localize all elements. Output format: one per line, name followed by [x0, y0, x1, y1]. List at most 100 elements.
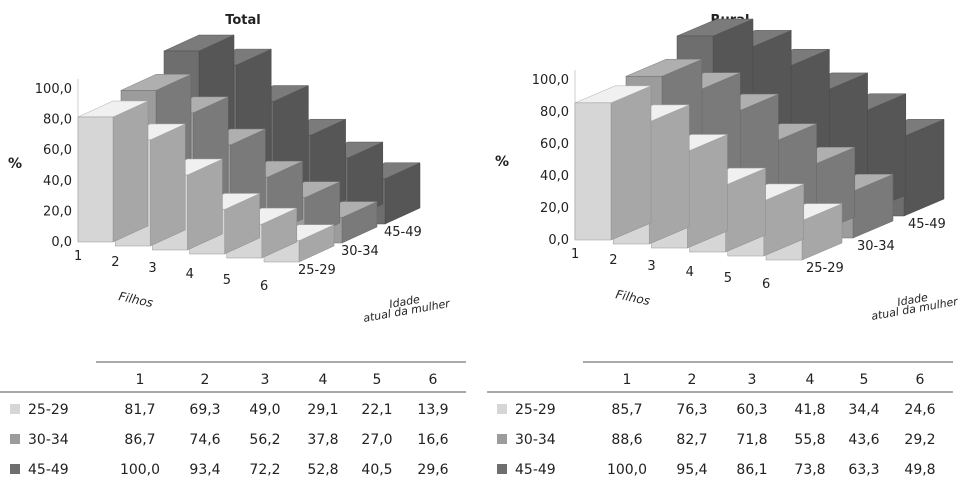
y-tick-label: 80,0 [540, 105, 569, 120]
bar-side-face [687, 134, 728, 249]
table-cell: 29,1 [307, 402, 338, 418]
y-tick-label: 100,0 [532, 73, 569, 88]
y-tick-label: 60,0 [540, 137, 569, 152]
table-header-cell: 5 [373, 372, 382, 388]
y-axis-label: % [495, 154, 509, 170]
table-cell: 88,6 [611, 432, 642, 448]
x-tick-label: 6 [762, 277, 770, 292]
table-header-cell: 3 [748, 372, 757, 388]
table-header-cell: 1 [136, 372, 145, 388]
table-header-cell: 4 [319, 372, 328, 388]
bar-front-face [77, 116, 114, 243]
table-header-cell: 3 [261, 372, 270, 388]
bar-25-29-1 [77, 100, 149, 243]
chart-panel-total: Total 0,0 20,0 40,0 60,0 80,0 100,0% 1 2 3 4 5 6 Filh… [0, 0, 487, 491]
x-tick-label: 1 [571, 247, 579, 262]
table-cell: 24,6 [904, 402, 935, 418]
y-tick-label: 100,0 [35, 82, 72, 97]
x-tick-label: 2 [609, 253, 617, 268]
table-cell: 71,8 [736, 432, 767, 448]
y-tick-label: 0,0 [51, 235, 72, 250]
table-cell: 100,0 [120, 462, 160, 478]
table-cell: 29,6 [417, 462, 448, 478]
table-cell: 85,7 [611, 402, 642, 418]
y-axis-label: % [8, 156, 22, 172]
x-tick-label: 1 [74, 249, 82, 264]
x-tick-label: 6 [260, 279, 268, 294]
chart-title: Total [225, 13, 261, 28]
table-header-cell: 1 [623, 372, 632, 388]
table-cell: 82,7 [676, 432, 707, 448]
bar-side-face [648, 104, 690, 245]
table-row-label: 45-49 [515, 462, 556, 478]
chart-panel-rural: Rural0,020,040,060,080,0100,0%123456Filh… [487, 0, 974, 491]
legend-swatch [497, 464, 507, 474]
table-header-cell: 2 [201, 372, 210, 388]
table-cell: 81,7 [124, 402, 155, 418]
table-header-cell: 4 [806, 372, 815, 388]
table-cell: 86,7 [124, 432, 155, 448]
bar-side-face [112, 100, 149, 243]
table-cell: 37,8 [307, 432, 338, 448]
y-tick-label: 0,0 [548, 233, 569, 248]
table-cell: 55,8 [794, 432, 825, 448]
y-tick-label: 80,0 [43, 113, 72, 128]
depth-tick-label: 25-29 [298, 263, 336, 278]
x-tick-label: 3 [148, 261, 156, 276]
depth-tick-label: 45-49 [908, 217, 946, 232]
table-header-cell: 6 [429, 372, 438, 388]
table-cell: 63,3 [848, 462, 879, 478]
table-header-cell: 2 [688, 372, 697, 388]
table-cell: 73,8 [794, 462, 825, 478]
table-cell: 34,4 [848, 402, 879, 418]
x-tick-label: 5 [223, 273, 231, 288]
table-cell: 60,3 [736, 402, 767, 418]
table-cell: 27,0 [361, 432, 392, 448]
x-tick-label: 2 [111, 255, 119, 270]
table-cell: 86,1 [736, 462, 767, 478]
table-cell: 76,3 [676, 402, 707, 418]
table-cell: 16,6 [417, 432, 448, 448]
legend-swatch [10, 464, 20, 474]
depth-tick-label: 45-49 [384, 225, 422, 240]
table-row-label: 30-34 [28, 432, 69, 448]
table-row-label: 30-34 [515, 432, 556, 448]
x-tick-label: 5 [724, 271, 732, 286]
table-cell: 49,8 [904, 462, 935, 478]
x-axis-label: Filhos [117, 289, 154, 310]
legend-swatch [497, 404, 507, 414]
depth-tick-label: 30-34 [857, 239, 895, 254]
y-tick-label: 20,0 [540, 201, 569, 216]
legend-swatch [10, 434, 20, 444]
table-row-label: 45-49 [28, 462, 69, 478]
x-axis-label: Filhos [614, 287, 651, 308]
depth-axis-label-1: Idade [896, 291, 929, 309]
table-header-cell: 5 [860, 372, 869, 388]
table-cell: 95,4 [676, 462, 707, 478]
table-cell: 41,8 [794, 402, 825, 418]
x-tick-label: 4 [686, 265, 694, 280]
table-cell: 13,9 [417, 402, 448, 418]
y-tick-label: 60,0 [43, 143, 72, 158]
y-tick-label: 40,0 [540, 169, 569, 184]
x-tick-label: 3 [647, 259, 655, 274]
chart-rural: Rural0,020,040,060,080,0100,0%123456Filh… [487, 13, 960, 478]
table-cell: 29,2 [904, 432, 935, 448]
table-row-label: 25-29 [28, 402, 69, 418]
table-cell: 69,3 [189, 402, 220, 418]
depth-tick-label: 25-29 [806, 261, 844, 276]
bar-side-face [610, 85, 652, 241]
table-header-cell: 6 [916, 372, 925, 388]
table-row-label: 25-29 [515, 402, 556, 418]
table-cell: 22,1 [361, 402, 392, 418]
depth-tick-label: 30-34 [341, 244, 379, 259]
table-cell: 72,2 [249, 462, 280, 478]
chart-total: Total 0,0 20,0 40,0 60,0 80,0 100,0% 1 2 3 4 5 6 Filh… [0, 13, 466, 478]
table-cell: 100,0 [607, 462, 647, 478]
y-tick-label: 20,0 [43, 204, 72, 219]
table-cell: 74,6 [189, 432, 220, 448]
table-cell: 40,5 [361, 462, 392, 478]
table-cell: 43,6 [848, 432, 879, 448]
table-cell: 93,4 [189, 462, 220, 478]
bar-25-29-1 [574, 85, 652, 241]
